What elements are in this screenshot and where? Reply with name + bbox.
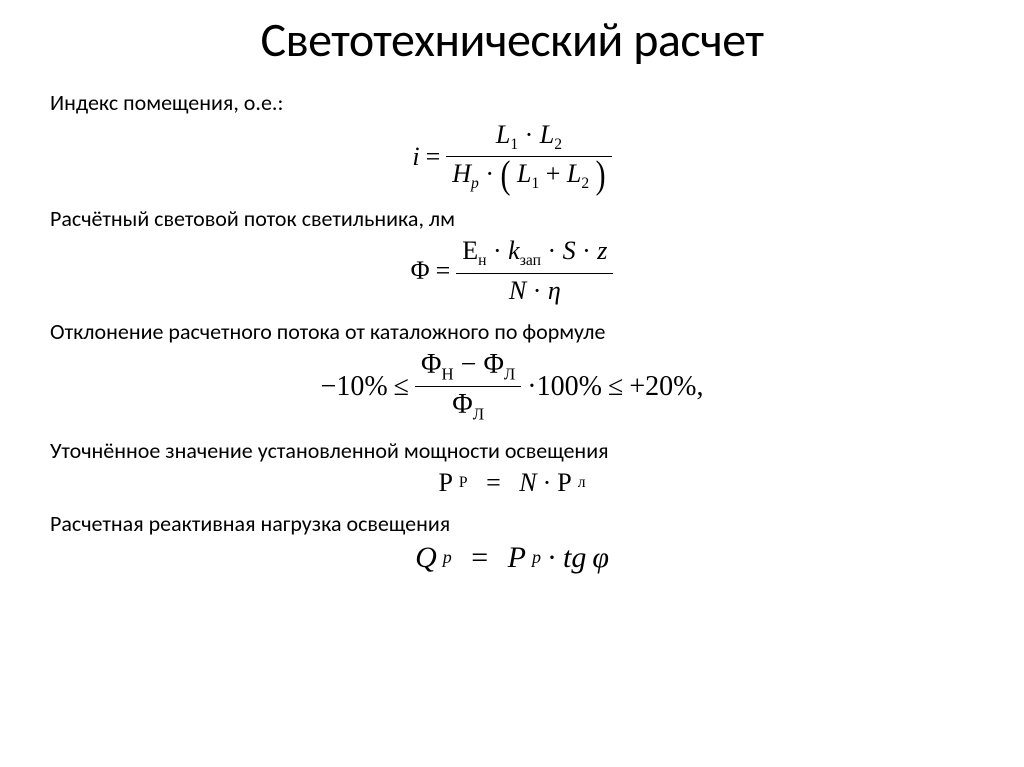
f5-phi: φ [592,541,609,575]
f1-rparen: ) [596,154,606,198]
f1-lhs: i [412,142,419,172]
f1-num-s2: 2 [554,136,562,153]
f4-P1s: Р [459,474,468,492]
f2-eta: η [548,276,561,305]
f1-num-L2: L [540,120,554,149]
f5-dot: · [547,541,557,575]
f3-PhiL: Φ [483,349,503,380]
f5-eq: = [471,541,488,575]
f5-tg: tg [563,541,586,575]
f1-lparen: ( [501,154,511,198]
f2-d4: · [533,276,542,305]
f1-eq: = [426,142,441,172]
f4-P1: P [438,468,452,498]
label-reactive: Расчетная реактивная нагрузка освещения [50,510,974,537]
f2-lhs: Φ [411,256,430,286]
formula-deviation: −10% ≤ ΦН − ΦЛ ΦЛ ·100% ≤ +20%, [50,349,974,425]
label-deviation: Отклонение расчетного потока от каталожн… [50,318,974,345]
formula-flux: Φ = Eн · kзап · S · z N · η [50,236,974,305]
f2-d1: · [493,236,502,265]
f2-d3: · [582,236,591,265]
f3-PhiNs: Н [442,364,454,383]
f2-d2: · [547,236,556,265]
f1-den-H: H [452,159,471,188]
f2-E: E [462,236,478,265]
f1-den-s2: 2 [581,175,589,192]
f3-PhiN: Φ [421,349,441,380]
f1-den-Hs: p [471,175,479,192]
f2-ks: зап [520,253,541,270]
f3-denPhi: Φ [452,389,472,420]
f2-eq: = [436,256,451,286]
f5-Qs: p [443,547,452,568]
f4-N: N [519,468,536,498]
f2-Es: н [478,253,486,270]
f1-num-L1: L [496,120,510,149]
f2-z: z [597,236,607,265]
f4-P2: P [557,468,571,498]
f4-P2s: л [578,474,586,492]
label-flux: Расчётный световой поток светильника, лм [50,205,974,232]
page-title: Светотехнический расчет [50,10,974,69]
f5-Ps: p [532,547,541,568]
f2-fraction: Eн · kзап · S · z N · η [456,236,613,305]
label-index: Индекс помещения, о.е.: [50,89,974,116]
f1-dot2: · [485,159,494,188]
f3-low: −10% [321,371,388,403]
f5-P: P [508,541,526,575]
f1-num-s1: 1 [510,136,518,153]
f3-le2: ≤ [608,371,623,403]
f3-le1: ≤ [394,371,409,403]
formula-power: PР = N · Pл [50,468,974,498]
f1-den-s1: 1 [531,175,539,192]
f2-N: N [509,276,526,305]
f1-den-L1: L [517,159,531,188]
f2-k: k [508,236,520,265]
f1-den-L2: L [567,159,581,188]
formula-index: i = L1 · L2 Hp · ( L1 + L2 ) [50,120,974,193]
f3-mult: ·100% [527,371,602,403]
slide-container: Светотехнический расчет Индекс помещения… [0,0,1024,767]
formula-reactive: Qp = Pp · tgφ [50,541,974,575]
f3-denPhis: Л [473,405,484,424]
f5-Q: Q [415,541,437,575]
f1-dot1: · [525,120,534,149]
f3-fraction: ΦН − ΦЛ ΦЛ [415,349,521,425]
f3-high: +20%, [629,371,703,403]
f3-PhiLs: Л [504,364,515,383]
label-power: Уточнённое значение установленной мощнос… [50,437,974,464]
f3-minus: − [461,349,477,380]
f2-S: S [563,236,576,265]
f4-dot: · [543,468,552,498]
f1-plus: + [546,159,561,188]
f4-eq: = [486,468,501,498]
f1-fraction: L1 · L2 Hp · ( L1 + L2 ) [446,120,611,193]
